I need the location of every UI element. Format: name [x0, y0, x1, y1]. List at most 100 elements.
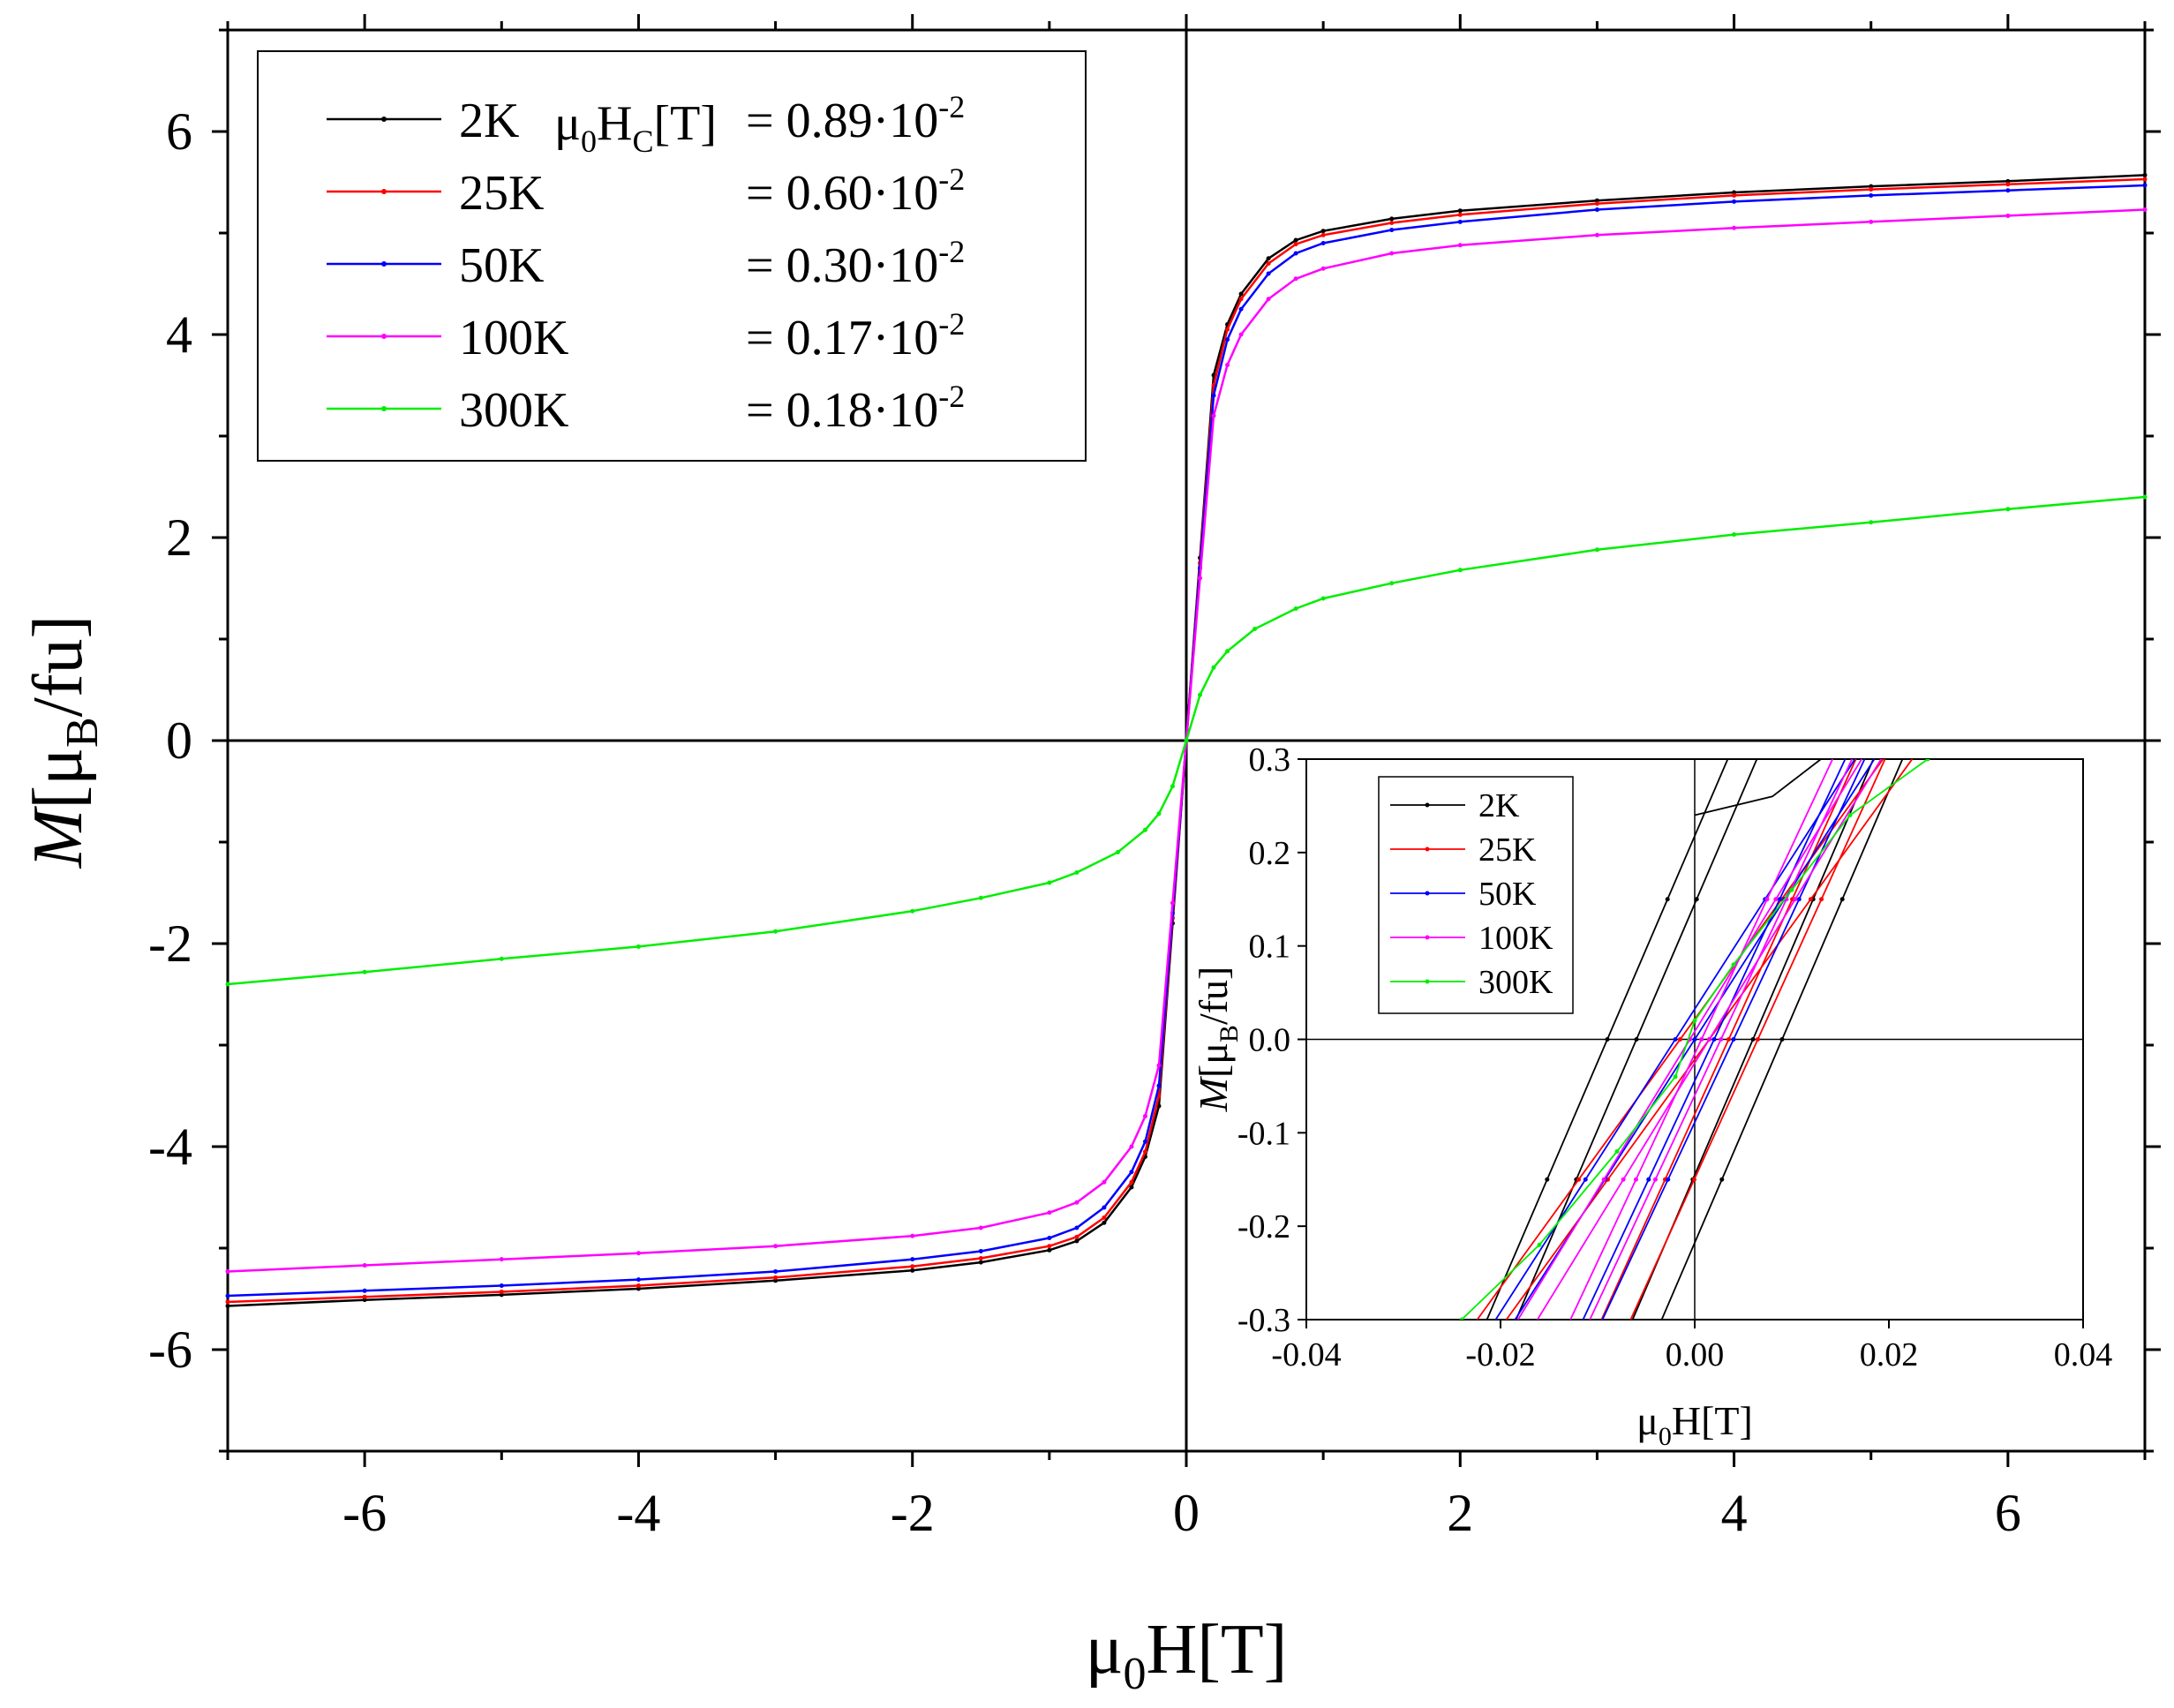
inset-series-point-300k	[1731, 962, 1736, 967]
series-point-2k	[2005, 178, 2011, 184]
series-point-300k	[910, 908, 915, 914]
series-point-300k	[1074, 870, 1079, 875]
series-point-300k	[225, 982, 230, 987]
series-point-25k	[1142, 1149, 1147, 1155]
series-point-25k	[225, 1299, 230, 1305]
series-point-25k	[499, 1289, 504, 1294]
series-point-25k	[1266, 261, 1271, 266]
series-point-2k	[910, 1268, 915, 1273]
inset-series-point-2k	[1750, 1037, 1756, 1042]
series-point-300k	[1198, 692, 1203, 697]
series-point-25k	[1732, 192, 1737, 198]
series-point-25k	[636, 1283, 641, 1289]
inset-series-point-25k	[1808, 897, 1813, 902]
inset-series-point-100k	[1719, 1037, 1724, 1042]
series-point-300k	[1389, 581, 1395, 586]
inset-x-tick-label: -0.02	[1465, 1336, 1535, 1373]
inset-x-tick-label: -0.04	[1271, 1336, 1341, 1373]
series-point-100k	[1389, 251, 1395, 256]
inset-y-tick-label: 0.2	[1249, 835, 1291, 872]
series-point-50k	[1869, 192, 1874, 198]
inset-legend-label-100k: 100K	[1478, 920, 1553, 957]
inset-series-point-300k	[1925, 759, 1930, 762]
series-point-100k	[636, 1251, 641, 1256]
series-point-100k	[1170, 900, 1175, 906]
inset-y-tick-label: 0.1	[1249, 929, 1291, 966]
inset-legend-marker-2k	[1425, 802, 1430, 808]
series-point-50k	[1102, 1205, 1107, 1210]
series-point-300k	[1142, 827, 1147, 832]
inset-series-point-100k	[1621, 1177, 1626, 1182]
series-point-300k	[1594, 547, 1599, 553]
series-point-50k	[1320, 241, 1326, 245]
legend-hc-value-100k: = 0.17·10-2	[746, 306, 965, 365]
series-point-2k	[1129, 1185, 1134, 1190]
inset-series-point-50k	[1777, 897, 1782, 902]
legend-marker-50k	[381, 261, 387, 267]
series-point-300k	[362, 969, 367, 974]
inset-series-point-100k	[1764, 897, 1770, 902]
inset-legend: 2K 25K 50K 100K 300K	[1378, 776, 1574, 1014]
inset-series-line-2k-initial	[1694, 759, 1822, 816]
series-point-300k	[1732, 532, 1737, 538]
series-point-50k	[2005, 188, 2011, 193]
main-y-axis-label: M[μB/fu]	[19, 615, 108, 869]
inset-y-tick-label: -0.1	[1237, 1115, 1290, 1152]
inset-series-point-50k	[1673, 1037, 1678, 1042]
inset-legend-marker-300k	[1425, 979, 1430, 984]
series-point-50k	[1142, 1139, 1147, 1144]
inset-y-tick-label: -0.2	[1237, 1208, 1290, 1245]
series-point-300k	[1156, 811, 1162, 816]
inset-series-point-2k	[1665, 897, 1670, 902]
inset-legend-marker-50k	[1425, 891, 1430, 896]
series-point-25k	[1047, 1244, 1052, 1249]
series-point-2k	[978, 1260, 983, 1265]
main-series-group	[225, 172, 2148, 1309]
series-point-50k	[1211, 393, 1216, 398]
legend-hc-value-50k: = 0.30·10-2	[746, 234, 965, 293]
series-point-300k	[1225, 649, 1230, 654]
series-point-2k	[1389, 216, 1395, 222]
series-point-100k	[1074, 1200, 1079, 1205]
series-point-100k	[1594, 232, 1599, 237]
series-point-50k	[773, 1268, 779, 1274]
series-point-50k	[1732, 199, 1737, 204]
series-point-2k	[1074, 1238, 1079, 1244]
series-point-300k	[1252, 627, 1258, 631]
inset-legend-label-300k: 300K	[1478, 964, 1553, 1001]
series-point-2k	[225, 1304, 230, 1309]
inset-series-point-25k	[1691, 1177, 1696, 1182]
main-x-tick-label: -6	[342, 1484, 387, 1542]
series-point-100k	[1102, 1179, 1107, 1185]
inset-y-axis-label: M[μB/fu]	[1191, 967, 1244, 1113]
main-x-axis-label: μ0H[T]	[1086, 1611, 1288, 1699]
series-point-300k	[1293, 606, 1298, 611]
legend-hc-value-300k: = 0.18·10-2	[746, 379, 965, 438]
series-point-2k	[1457, 208, 1463, 214]
main-x-tick-label: -4	[616, 1484, 660, 1542]
inset-series-point-100k	[1793, 897, 1798, 902]
inset-y-tick-label: -0.3	[1237, 1302, 1290, 1339]
inset-series-point-300k	[1459, 1317, 1464, 1320]
legend-marker-2k	[381, 117, 387, 122]
main-y-tick-label: -6	[148, 1321, 192, 1379]
series-point-25k	[910, 1264, 915, 1269]
inset-legend-label-2k: 2K	[1478, 787, 1520, 824]
series-point-25k	[1320, 232, 1326, 237]
inset-series-point-25k	[1726, 1037, 1731, 1042]
series-point-50k	[1225, 337, 1230, 342]
series-point-25k	[1457, 212, 1463, 217]
series-point-300k	[1115, 850, 1120, 854]
main-x-tick-label: -2	[891, 1484, 935, 1542]
series-point-50k	[1594, 207, 1599, 213]
inset-series-point-300k	[1789, 887, 1794, 892]
legend-marker-100k	[381, 334, 387, 339]
inset-series-point-2k	[1694, 897, 1699, 902]
series-point-300k	[2142, 494, 2148, 500]
series-point-100k	[1320, 266, 1326, 271]
series-point-100k	[499, 1257, 504, 1262]
main-x-tick-label: 2	[1447, 1484, 1473, 1542]
series-point-25k	[1293, 242, 1298, 247]
series-point-2k	[1102, 1220, 1107, 1225]
series-point-100k	[225, 1268, 230, 1274]
